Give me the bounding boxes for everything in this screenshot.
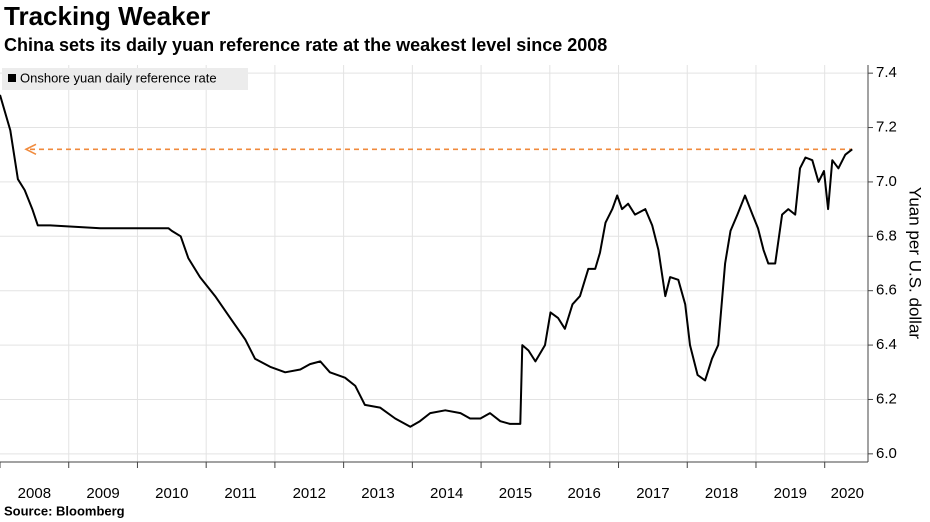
source: Source: Bloomberg <box>4 503 125 518</box>
x-tick-label: 2012 <box>293 485 326 502</box>
line <box>0 94 853 428</box>
y-tick-label: 6.0 <box>876 445 897 462</box>
legend-label: Onshore yuan daily reference rate <box>20 70 217 85</box>
legend-swatch <box>8 74 16 82</box>
y-tick-label: 7.2 <box>876 119 897 136</box>
x-tick-label: 2013 <box>361 485 394 502</box>
legend: Onshore yuan daily reference rate <box>2 68 248 90</box>
y-tick-label: 7.4 <box>876 64 897 81</box>
x-tick-label: 2009 <box>86 485 119 502</box>
y-tick-label: 6.6 <box>876 282 897 299</box>
legend-bg <box>2 68 248 90</box>
y-tick-label: 6.4 <box>876 336 897 353</box>
x-tick-label: 2017 <box>636 485 669 502</box>
x-tick-label: 2018 <box>705 485 738 502</box>
x-tick-label: 2020 <box>831 485 864 502</box>
y-axis-label: Yuan per U.S. dollar <box>906 187 925 339</box>
x-tick-label: 2019 <box>774 485 807 502</box>
x-tick-label: 2011 <box>224 485 256 502</box>
x-tick-label: 2014 <box>430 485 463 502</box>
x-tick-label: 2010 <box>155 485 188 502</box>
x-tick-label: 2015 <box>499 485 532 502</box>
y-tick-label: 6.2 <box>876 390 897 407</box>
chart-subtitle: China sets its daily yuan reference rate… <box>4 35 607 55</box>
reference-arrow <box>24 143 37 156</box>
y-tick-label: 6.8 <box>876 227 897 244</box>
x-tick-label: 2008 <box>18 485 51 502</box>
x-tick-label: 2016 <box>567 485 600 502</box>
chart-title: Tracking Weaker <box>4 1 210 31</box>
y-tick-label: 7.0 <box>876 173 897 190</box>
